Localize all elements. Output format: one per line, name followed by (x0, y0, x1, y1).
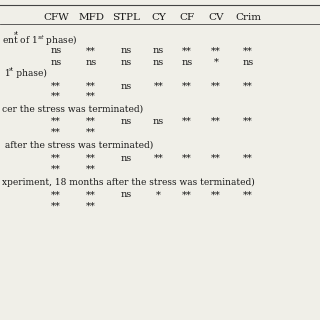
Text: **: ** (51, 92, 61, 101)
Text: **: ** (86, 165, 96, 174)
Text: ent of 1$^{st}$ phase): ent of 1$^{st}$ phase) (2, 34, 77, 48)
Text: after the stress was terminated): after the stress was terminated) (2, 141, 153, 150)
Text: **: ** (154, 82, 163, 91)
Text: **: ** (211, 190, 221, 199)
Text: ns: ns (121, 46, 132, 55)
Text: **: ** (211, 82, 221, 91)
Text: **: ** (51, 128, 61, 137)
Text: **: ** (51, 165, 61, 174)
Text: **: ** (182, 190, 192, 199)
Text: ns: ns (50, 58, 62, 67)
Text: ns: ns (121, 82, 132, 91)
Text: **: ** (211, 117, 221, 126)
Text: **: ** (243, 82, 253, 91)
Text: ns: ns (50, 46, 62, 55)
Text: **: ** (182, 46, 192, 55)
Text: **: ** (154, 154, 163, 163)
Text: **: ** (86, 154, 96, 163)
Text: st: st (9, 67, 14, 72)
Text: STPL: STPL (112, 13, 140, 22)
Text: CFW: CFW (43, 13, 69, 22)
Text: ns: ns (85, 58, 97, 67)
Text: st: st (14, 31, 19, 36)
Text: *: * (213, 58, 219, 67)
Text: cer the stress was terminated): cer the stress was terminated) (2, 105, 143, 114)
Text: CV: CV (208, 13, 224, 22)
Text: **: ** (243, 117, 253, 126)
Text: CY: CY (151, 13, 166, 22)
Text: ns: ns (121, 190, 132, 199)
Text: **: ** (86, 202, 96, 211)
Text: **: ** (243, 154, 253, 163)
Text: ns: ns (242, 58, 254, 67)
Text: **: ** (86, 92, 96, 101)
Text: *: * (156, 190, 161, 199)
Text: xperiment, 18 months after the stress was terminated): xperiment, 18 months after the stress wa… (2, 178, 254, 187)
Text: **: ** (51, 190, 61, 199)
Text: ns: ns (121, 58, 132, 67)
Text: **: ** (182, 117, 192, 126)
Text: ns: ns (153, 46, 164, 55)
Text: MFD: MFD (78, 13, 104, 22)
Text: ns: ns (153, 58, 164, 67)
Text: **: ** (86, 82, 96, 91)
Text: **: ** (86, 190, 96, 199)
Text: CF: CF (180, 13, 195, 22)
Text: **: ** (51, 82, 61, 91)
Text: **: ** (182, 82, 192, 91)
Text: 1  phase): 1 phase) (2, 69, 46, 78)
Text: **: ** (51, 202, 61, 211)
Text: ns: ns (121, 154, 132, 163)
Text: **: ** (86, 128, 96, 137)
Text: **: ** (211, 46, 221, 55)
Text: **: ** (211, 154, 221, 163)
Text: ns: ns (121, 117, 132, 126)
Text: ns: ns (181, 58, 193, 67)
Text: **: ** (86, 117, 96, 126)
Text: **: ** (51, 154, 61, 163)
Text: ns: ns (153, 117, 164, 126)
Text: **: ** (243, 46, 253, 55)
Text: Crim: Crim (235, 13, 261, 22)
Text: **: ** (182, 154, 192, 163)
Text: **: ** (86, 46, 96, 55)
Text: **: ** (243, 190, 253, 199)
Text: **: ** (51, 117, 61, 126)
